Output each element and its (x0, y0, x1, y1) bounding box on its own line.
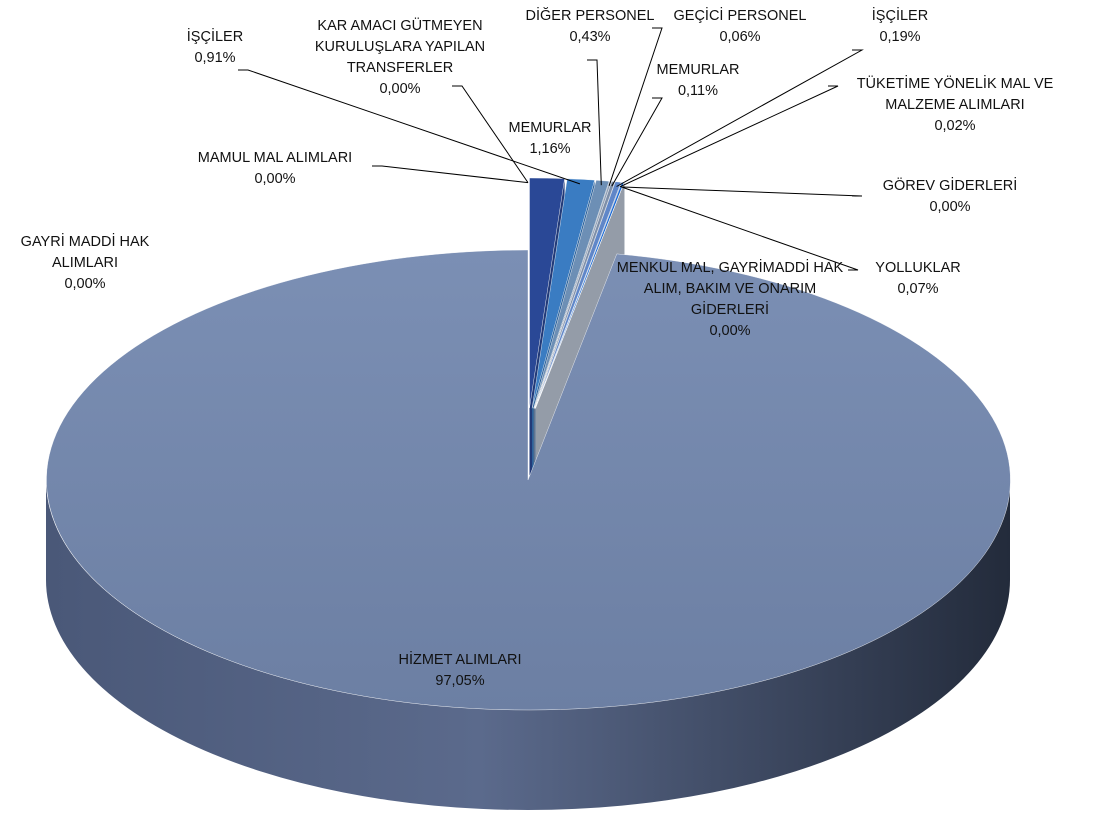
slice (534, 181, 616, 409)
label-value: 0,02% (934, 118, 976, 134)
label-category: YOLLUKLAR (875, 260, 961, 276)
data-label: YOLLUKLAR 0,07% (863, 258, 973, 300)
label-category: GEÇİCİ PERSONEL (673, 8, 807, 24)
label-category: MEMURLAR (508, 120, 592, 136)
leader-line (608, 27, 663, 186)
slice (46, 249, 1011, 711)
label-value: 0,00% (929, 199, 971, 215)
label-value: 97,05% (435, 673, 485, 689)
leader-line (611, 97, 663, 187)
label-category: İŞÇİLER (871, 8, 929, 24)
leader-line (452, 85, 529, 183)
label-value: 0,00% (379, 81, 421, 97)
data-label: GAYRİ MADDİ HAK ALIMLARI 0,00% (5, 232, 165, 295)
label-value: 1,16% (529, 141, 571, 157)
label-category: GAYRİ MADDİ HAK ALIMLARI (20, 234, 150, 271)
label-value: 0,07% (897, 281, 939, 297)
label-value: 0,91% (194, 50, 236, 66)
data-label: GEÇİCİ PERSONEL 0,06% (665, 6, 815, 48)
label-category: TÜKETİME YÖNELİK MAL VE MALZEME ALIMLARI (856, 76, 1054, 113)
label-category: MENKUL MAL, GAYRİMADDİ HAK ALIM, BAKIM V… (616, 260, 844, 318)
label-category: GÖREV GİDERLERİ (882, 178, 1018, 194)
label-value: 0,00% (254, 171, 296, 187)
label-category: DİĞER PERSONEL (525, 8, 655, 24)
label-category: KAR AMACI GÜTMEYEN KURULUŞLARA YAPILAN T… (314, 18, 486, 76)
label-value: 0,00% (709, 323, 751, 339)
data-label: HİZMET ALIMLARI 97,05% (375, 650, 545, 692)
data-label: GÖREV GİDERLERİ 0,00% (860, 176, 1040, 218)
label-value: 0,00% (64, 276, 106, 292)
label-value: 0,11% (677, 83, 719, 99)
data-label: İŞÇİLER 0,91% (165, 27, 265, 69)
label-category: HİZMET ALIMLARI (398, 652, 522, 668)
slice-side (46, 480, 1010, 810)
data-label: İŞÇİLER 0,19% (850, 6, 950, 48)
leader-line (621, 186, 859, 271)
leader-line (616, 49, 864, 187)
data-label: KAR AMACI GÜTMEYEN KURULUŞLARA YAPILAN T… (293, 16, 508, 100)
leader-line (622, 186, 863, 197)
label-category: MAMUL MAL ALIMLARI (197, 150, 353, 166)
data-label: MENKUL MAL, GAYRİMADDİ HAK ALIM, BAKIM V… (613, 258, 848, 342)
leader-line (238, 69, 581, 185)
data-label: MEMURLAR 1,16% (490, 118, 610, 160)
label-category: MEMURLAR (656, 62, 740, 78)
slice (531, 178, 595, 409)
leader-line (619, 85, 839, 188)
leader-line (372, 165, 529, 184)
data-label: MAMUL MAL ALIMLARI 0,00% (155, 148, 395, 190)
data-label: MEMURLAR 0,11% (643, 60, 753, 102)
data-label: TÜKETİME YÖNELİK MAL VE MALZEME ALIMLARI… (840, 74, 1070, 137)
label-category: İŞÇİLER (186, 29, 244, 45)
label-value: 0,43% (569, 29, 611, 45)
label-value: 0,19% (879, 29, 921, 45)
slice (533, 180, 610, 409)
label-value: 0,06% (719, 29, 761, 45)
leader-line (587, 59, 602, 186)
data-label: DİĞER PERSONEL 0,43% (515, 6, 665, 48)
